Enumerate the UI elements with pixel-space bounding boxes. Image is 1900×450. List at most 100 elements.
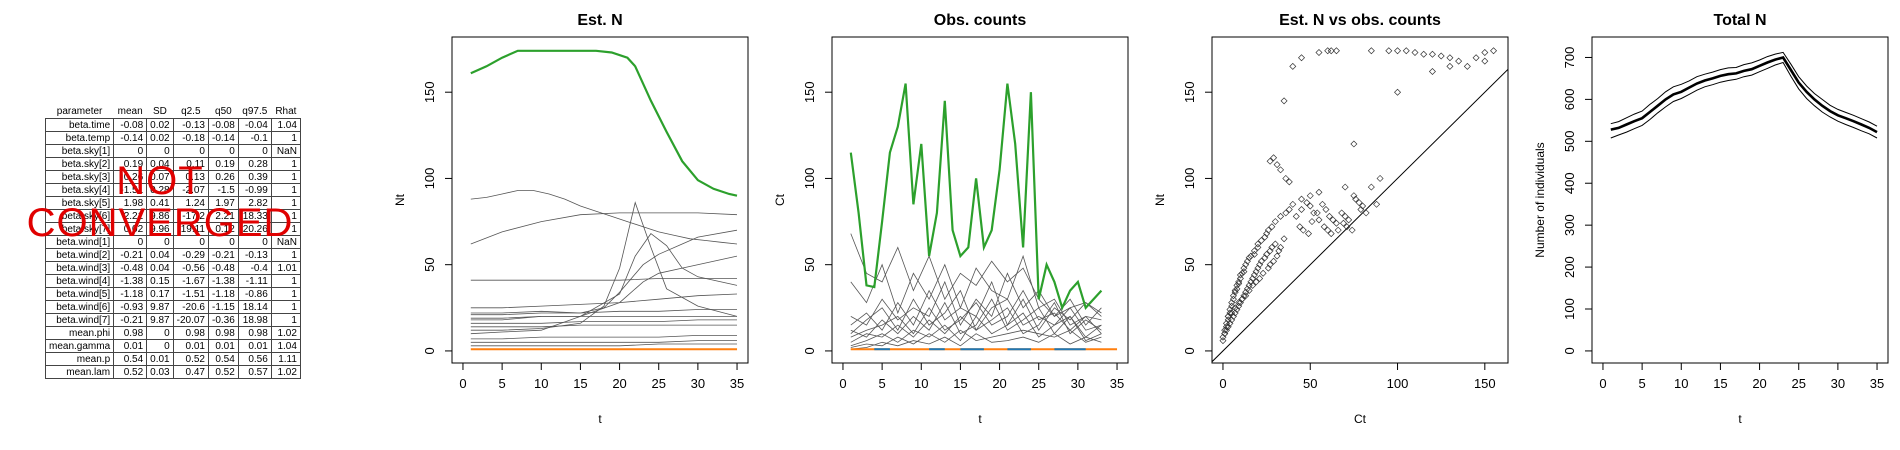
chart-panel-total: Total N t Number of individuals 0 5 10 15 20 25 3… — [1533, 12, 1889, 426]
scatter-point — [1242, 261, 1250, 269]
plot-frame — [1211, 36, 1509, 364]
scatter-point — [1313, 209, 1321, 217]
scatter-point — [1256, 274, 1264, 282]
table-row: beta.sky[3] 0.26 0.07 0.13 0.26 0.39 1 — [44, 170, 301, 184]
value-cell: 9.96 — [146, 222, 174, 236]
scatter-point — [1228, 316, 1236, 324]
x-tick-label: 25 — [1031, 376, 1045, 391]
scatter-point — [1222, 326, 1230, 334]
scatter-point — [1280, 235, 1288, 243]
scatter-point — [1273, 161, 1281, 169]
highlight-series-line — [470, 49, 738, 197]
y-tick-label: 150 — [802, 81, 817, 103]
gray-series-line — [470, 278, 737, 281]
value-cell: 0.04 — [146, 261, 174, 275]
x-tick-label: 30 — [691, 376, 705, 391]
gray-series-line — [470, 212, 738, 245]
plot-area — [849, 83, 1118, 351]
scatter-point — [1236, 271, 1244, 279]
x-tick-label: 10 — [534, 376, 548, 391]
column-header: q50 — [215, 106, 232, 117]
gray-series-line — [470, 319, 737, 324]
scatter-point — [1280, 97, 1288, 105]
column-header: q97.5 — [242, 106, 268, 117]
scatter-point — [1268, 243, 1276, 251]
gray-series-line — [850, 289, 1102, 335]
scatter-point — [1254, 243, 1262, 251]
scatter-point — [1250, 247, 1258, 255]
scatter-point — [1298, 205, 1306, 213]
chart-title: Obs. counts — [934, 12, 1027, 29]
scatter-point — [1306, 192, 1314, 200]
scatter-point — [1341, 183, 1349, 191]
scatter-point — [1245, 281, 1253, 289]
scatter-point — [1296, 223, 1304, 231]
scatter-point — [1318, 200, 1326, 208]
scatter-point — [1226, 309, 1234, 317]
scatter-point — [1236, 274, 1244, 282]
x-axis-label: t — [978, 412, 982, 426]
gray-series-line — [850, 312, 1102, 347]
lower-ci-line — [1610, 61, 1878, 139]
x-tick-label: 30 — [1071, 376, 1085, 391]
scatter-point — [1332, 47, 1340, 55]
scatter-point — [1226, 319, 1234, 327]
x-tick-label: 10 — [914, 376, 928, 391]
scatter-point — [1282, 209, 1290, 217]
table-header-row: parameter mean SD q2.5 q50 q97.5 Rhat — [46, 105, 301, 119]
upper-ci-line — [1610, 51, 1878, 127]
scatter-point — [1271, 218, 1279, 226]
scatter-point — [1428, 68, 1436, 75]
scatter-point — [1221, 330, 1229, 338]
gray-series-line — [470, 324, 737, 328]
x-tick-label: 0 — [839, 376, 846, 391]
table-row: beta.sky[7] 0.02 9.96 -19.11 0.12 20.26 1 — [44, 222, 301, 236]
plot-frame — [451, 36, 749, 364]
scatter-point — [1298, 195, 1306, 203]
x-tick-label: 20 — [992, 376, 1006, 391]
scatter-point — [1240, 264, 1248, 272]
x-axis-label: t — [598, 412, 602, 426]
column-header: q2.5 — [181, 106, 201, 117]
y-axis-label: Ct — [773, 193, 787, 206]
plot-area — [1212, 47, 1508, 363]
y-tick-label: 400 — [1562, 172, 1577, 194]
scatter-point — [1231, 288, 1239, 296]
scatter-point — [1327, 47, 1335, 55]
y-axis-label: Nt — [393, 193, 407, 206]
x-axis-label: Ct — [1354, 412, 1367, 426]
scatter-point — [1259, 269, 1267, 277]
scatter-point — [1332, 219, 1340, 227]
chart-panel-estN: Est. N t Nt 0 5 10 15 20 25 30 35 0 50 100 150 — [393, 12, 749, 426]
scatter-point — [1411, 49, 1419, 57]
scatter-point — [1324, 226, 1332, 234]
scatter-point — [1273, 252, 1281, 260]
scatter-point — [1343, 223, 1351, 231]
y-tick-label: 700 — [1562, 47, 1577, 69]
y-tick-label: 0 — [1182, 347, 1197, 354]
x-tick-label: 30 — [1831, 376, 1845, 391]
scatter-point — [1324, 47, 1332, 55]
x-tick-label: 15 — [573, 376, 587, 391]
scatter-point — [1338, 209, 1346, 217]
scatter-point — [1357, 205, 1365, 213]
scatter-point — [1261, 233, 1269, 241]
value-cell: 1 — [270, 170, 301, 184]
gray-series-line — [470, 201, 738, 331]
plot-area — [1610, 51, 1878, 139]
x-tick-label: 25 — [1791, 376, 1805, 391]
scatter-point — [1264, 264, 1272, 272]
scatter-point — [1306, 202, 1314, 210]
gray-series-line — [850, 333, 1102, 350]
scatter-point — [1221, 326, 1229, 334]
value-cell: 0 — [146, 326, 174, 340]
table-body: beta.time -0.08 0.02 -0.13 -0.08 -0.04 1.04 bet… — [44, 118, 301, 379]
y-tick-label: 0 — [1562, 347, 1577, 354]
gray-series-line — [850, 272, 1102, 327]
scatter-point — [1254, 264, 1262, 272]
scatter-point — [1348, 226, 1356, 234]
scatter-point — [1298, 54, 1306, 62]
scatter-point — [1385, 47, 1393, 55]
x-tick-label: 0 — [1599, 376, 1606, 391]
scatter-point — [1228, 299, 1236, 307]
